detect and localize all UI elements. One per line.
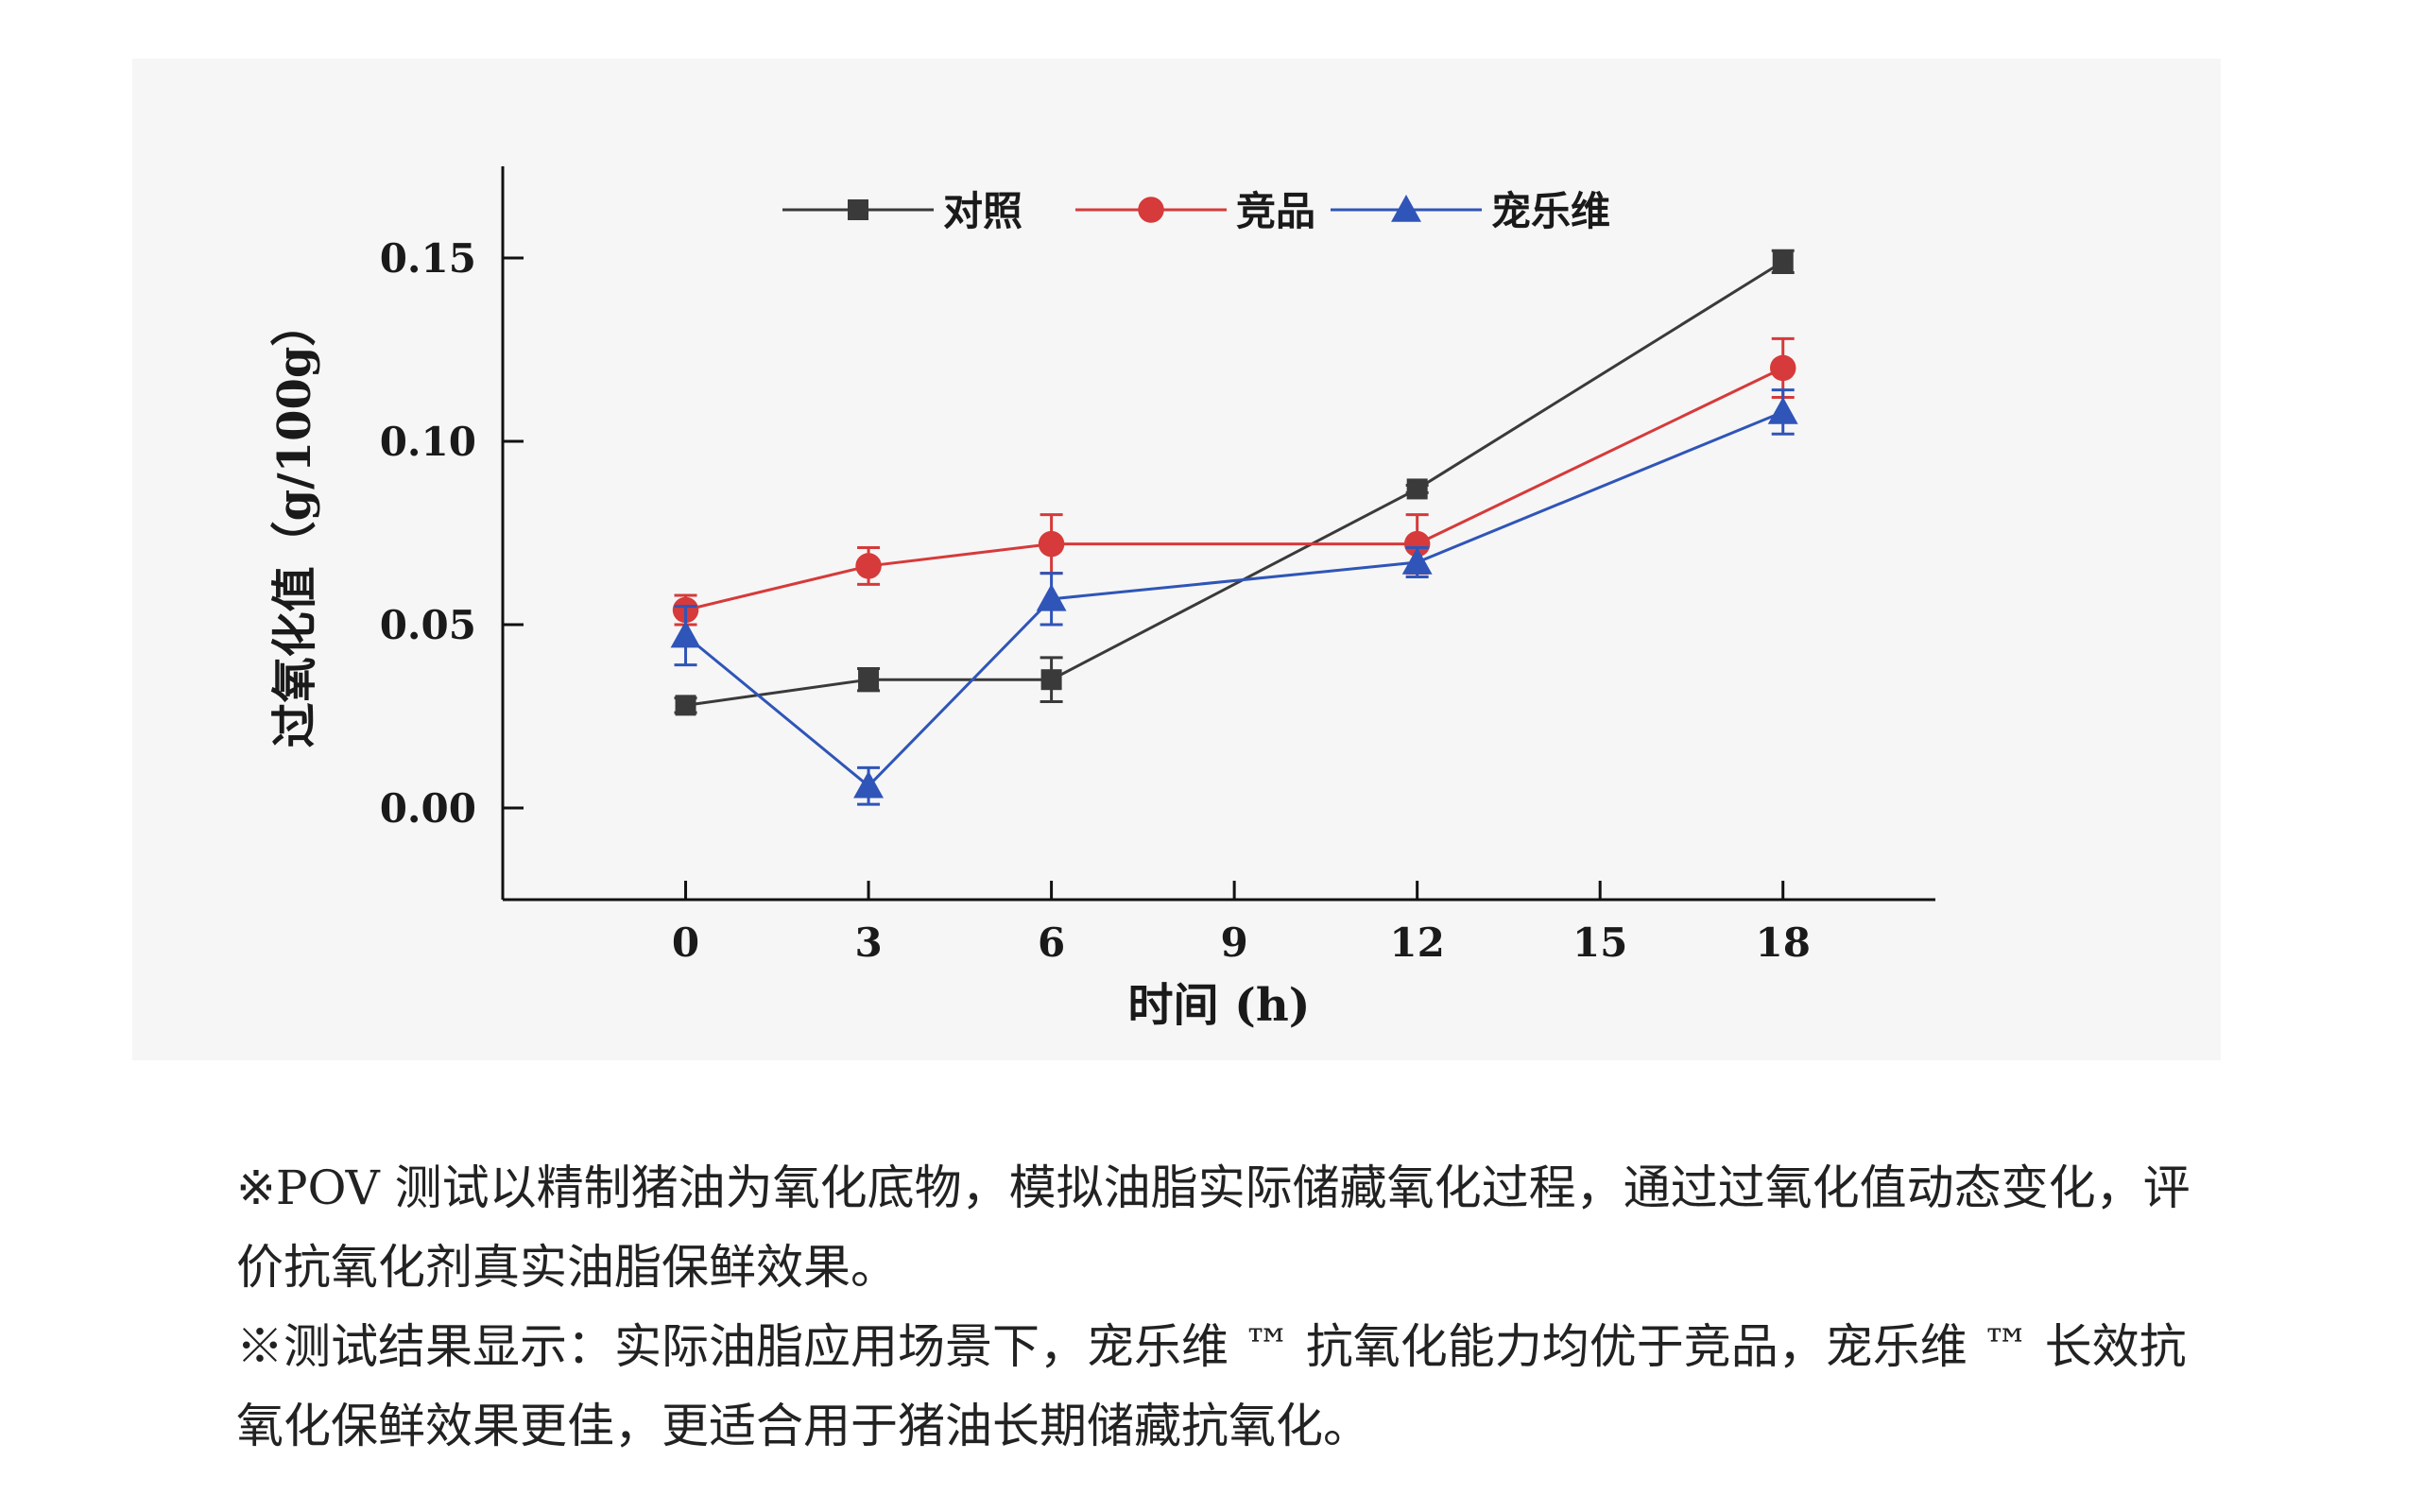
legend-marker (1138, 197, 1164, 223)
x-tick-label: 3 (854, 919, 882, 966)
data-point-triangle (1767, 397, 1798, 424)
y-tick-label: 0.05 (380, 602, 476, 648)
y-tick-label: 0.15 (380, 235, 476, 282)
chart-plot-area (670, 249, 1798, 806)
y-tick-label: 0.10 (380, 419, 476, 465)
legend-marker (848, 199, 868, 220)
series-line-1 (685, 367, 1784, 611)
data-point-circle (1403, 530, 1431, 558)
data-point-square (675, 695, 696, 716)
data-point-square (858, 669, 880, 691)
data-point-square (1772, 250, 1794, 272)
series-line-0 (685, 260, 1784, 707)
data-point-triangle (1036, 583, 1067, 611)
note-pov-method: ※POV 测试以精制猪油为氧化底物，模拟油脂实际储藏氧化过程，通过过氧化值动态变… (236, 1160, 2191, 1295)
data-point-triangle (1401, 547, 1433, 575)
x-tick-label: 9 (1221, 919, 1248, 966)
chart: 0.00 0.05 0.10 0.15 0 3 6 9 12 15 18 对照 竞品 宠乐维 时间 (h… (268, 166, 1935, 1032)
legend-label: 对照 (943, 188, 1022, 234)
y-tick-label: 0.00 (380, 785, 476, 832)
data-point-square (1406, 478, 1428, 500)
chart-axes: 0.00 0.05 0.10 0.15 0 3 6 9 12 15 18 (380, 166, 1935, 966)
x-tick-label: 0 (672, 919, 699, 966)
data-point-square (1040, 669, 1062, 691)
legend-marker (1391, 195, 1421, 222)
notes: ※POV 测试以精制猪油为氧化底物，模拟油脂实际储藏氧化过程，通过过氧化值动态变… (236, 1148, 2230, 1466)
x-tick-label: 15 (1572, 919, 1627, 966)
data-point-triangle (853, 770, 885, 799)
data-point-circle (1769, 354, 1796, 382)
data-point-triangle (670, 620, 701, 648)
chart-panel (132, 59, 2221, 1060)
y-axis-label: 过氧化值（g/100g） (268, 301, 321, 748)
legend-label: 宠乐维 (1491, 188, 1610, 234)
x-tick-label: 12 (1389, 919, 1444, 966)
chart-legend: 对照 竞品 宠乐维 (782, 188, 1610, 234)
x-tick-label: 6 (1038, 919, 1065, 966)
x-tick-label: 18 (1755, 919, 1810, 966)
x-axis-label: 时间 (h) (1127, 979, 1310, 1032)
data-point-circle (855, 553, 882, 579)
note-result: ※测试结果显示：实际油脂应用场景下，宠乐维 ™ 抗氧化能力均优于竞品，宠乐维 ™… (236, 1319, 2187, 1453)
data-point-circle (1038, 530, 1065, 558)
series-line-2 (684, 410, 1784, 788)
legend-label: 竞品 (1236, 188, 1315, 234)
